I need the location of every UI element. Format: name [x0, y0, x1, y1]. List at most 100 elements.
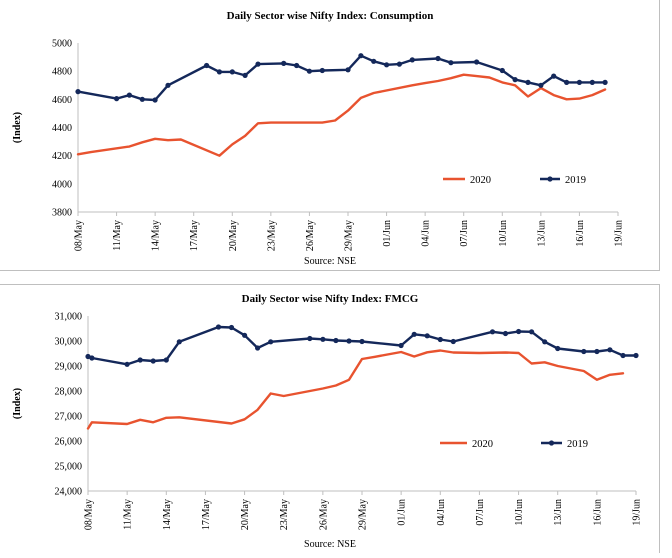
- data-point-2019: [139, 96, 145, 102]
- legend-marker-2019: [547, 176, 553, 182]
- y-tick-label: 5000: [52, 39, 72, 50]
- data-point-2019: [538, 82, 544, 88]
- y-tick-label: 24,000: [55, 487, 83, 498]
- data-point-2019: [450, 338, 456, 345]
- x-tick-label: 16/Jun: [592, 499, 603, 526]
- x-tick-label: 17/May: [189, 220, 200, 251]
- y-tick-label: 29,000: [55, 362, 83, 373]
- data-point-2019: [75, 89, 81, 95]
- data-point-2019: [411, 331, 417, 337]
- data-point-2019: [333, 337, 339, 344]
- y-tick-label: 25,000: [55, 462, 83, 473]
- data-point-2019: [320, 336, 326, 342]
- x-tick-label: 11/May: [112, 220, 123, 251]
- data-point-2019: [89, 355, 95, 361]
- data-point-2019: [281, 60, 287, 66]
- x-tick-label: 08/May: [84, 499, 95, 530]
- data-point-2019: [345, 67, 351, 73]
- y-tick-label: 31,000: [55, 312, 83, 323]
- data-point-2019: [137, 357, 143, 363]
- data-point-2019: [150, 358, 156, 364]
- data-point-2019: [398, 342, 404, 349]
- x-tick-label: 23/May: [266, 220, 277, 251]
- data-point-2019: [499, 67, 505, 74]
- data-point-2019: [163, 357, 169, 363]
- data-point-2019: [215, 324, 222, 330]
- data-point-2019: [152, 97, 158, 103]
- data-point-2019: [620, 352, 626, 359]
- x-tick-label: 01/Jun: [382, 220, 393, 247]
- data-point-2019: [529, 329, 535, 335]
- y-tick-label: 4800: [52, 67, 72, 78]
- x-tick-label: 10/Jun: [514, 499, 525, 526]
- data-point-2019: [242, 332, 248, 338]
- data-point-2019: [607, 347, 613, 353]
- y-tick-label: 27,000: [55, 412, 83, 423]
- data-point-2019: [242, 72, 248, 78]
- y-tick-label: 28,000: [55, 387, 83, 398]
- data-point-2019: [176, 339, 182, 345]
- data-point-2019: [85, 353, 91, 360]
- y-tick-label: 4200: [52, 151, 72, 162]
- x-tick-label: 16/Jun: [575, 220, 586, 247]
- data-point-2019: [474, 59, 480, 65]
- x-tick-label: 20/May: [240, 499, 251, 530]
- y-tick-label: 30,000: [55, 337, 83, 348]
- chart-frame: [0, 0, 660, 270]
- data-point-2019: [319, 67, 325, 74]
- data-point-2019: [229, 69, 235, 75]
- y-axis-label: (Index): [12, 112, 23, 143]
- fmcg-chart-panel: Daily Sector wise Nifty Index: FMCG (Inde…: [0, 284, 660, 553]
- x-tick-label: 26/May: [305, 220, 316, 251]
- y-tick-label: 26,000: [55, 437, 83, 448]
- x-tick-label: 17/May: [201, 499, 212, 530]
- legend-label: 2019: [567, 439, 588, 450]
- data-point-2019: [126, 92, 132, 98]
- fmcg-chart: Daily Sector wise Nifty Index: FMCG (Inde…: [12, 293, 643, 530]
- data-point-2019: [581, 348, 587, 355]
- data-point-2019: [489, 329, 496, 335]
- data-point-2019: [602, 79, 608, 85]
- x-tick-label: 26/May: [318, 499, 329, 530]
- legend-label: 2020: [470, 175, 491, 186]
- data-point-2019: [114, 96, 120, 102]
- data-point-2019: [542, 339, 548, 345]
- data-point-2019: [307, 335, 313, 342]
- data-point-2019: [555, 345, 561, 352]
- data-point-2019: [424, 333, 430, 339]
- x-tick-label: 14/May: [151, 220, 162, 251]
- y-axis-label: (Index): [12, 388, 23, 419]
- series-line-2020: [86, 349, 625, 430]
- data-point-2019: [594, 348, 600, 355]
- data-point-2019: [448, 60, 454, 66]
- chart-source: Source: NSE: [304, 256, 356, 267]
- data-point-2019: [551, 73, 557, 79]
- legend-label: 2020: [472, 439, 493, 450]
- data-point-2019: [255, 61, 261, 67]
- x-tick-label: 29/May: [358, 499, 369, 530]
- y-tick-label: 3800: [52, 208, 72, 219]
- data-point-2019: [437, 336, 443, 343]
- legend-marker-2019: [548, 440, 555, 446]
- x-tick-label: 01/Jun: [397, 499, 408, 526]
- legend-label: 2019: [565, 175, 586, 186]
- data-point-2019: [204, 62, 210, 69]
- x-tick-label: 07/Jun: [475, 499, 486, 526]
- data-point-2019: [294, 62, 300, 69]
- data-point-2019: [359, 338, 365, 345]
- series-line-2020: [76, 73, 607, 157]
- x-tick-label: 19/Jun: [632, 499, 643, 526]
- x-tick-label: 20/May: [228, 220, 239, 251]
- data-point-2019: [564, 79, 570, 85]
- x-tick-label: 11/May: [123, 499, 134, 530]
- x-tick-label: 08/May: [74, 220, 85, 251]
- x-tick-label: 23/May: [279, 499, 290, 530]
- data-point-2019: [124, 361, 130, 367]
- x-tick-label: 13/Jun: [536, 220, 547, 247]
- data-point-2019: [516, 328, 522, 335]
- x-tick-label: 04/Jun: [421, 220, 432, 247]
- x-tick-label: 04/Jun: [436, 499, 447, 526]
- data-point-2019: [216, 69, 222, 75]
- x-tick-label: 07/Jun: [459, 220, 470, 247]
- data-point-2019: [633, 352, 639, 359]
